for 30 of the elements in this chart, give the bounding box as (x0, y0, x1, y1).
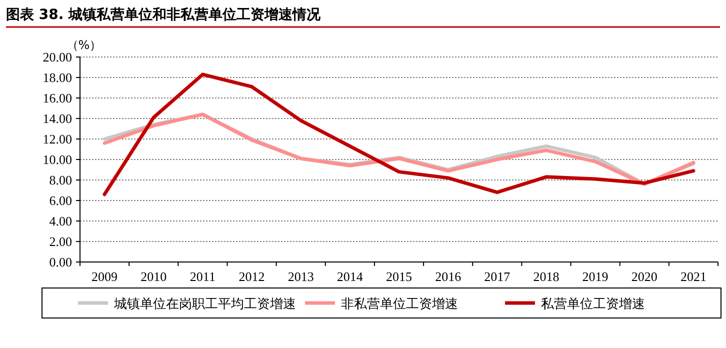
y-tick-label: 10.00 (42, 152, 72, 167)
x-tick-label: 2018 (533, 269, 560, 284)
x-tick-label: 2012 (238, 269, 265, 284)
y-tick-label: 0.00 (49, 254, 72, 270)
legend-label: 非私营单位工资增速 (341, 297, 458, 312)
chart-title: 图表 38. 城镇私营单位和非私营单位工资增速情况 (6, 7, 322, 23)
line-series (102, 72, 696, 196)
y-tick-label: 20.00 (42, 50, 72, 64)
y-tick-label: 2.00 (49, 234, 72, 249)
x-tick-label: 2016 (435, 269, 462, 284)
y-axis-title: （%） (66, 38, 102, 52)
y-tick-label: 12.00 (42, 132, 72, 146)
x-tick-label: 2013 (288, 269, 314, 284)
x-tick-label: 2015 (386, 269, 412, 284)
y-tick-label: 18.00 (42, 70, 72, 85)
y-tick-label: 14.00 (42, 111, 72, 126)
legend-label: 城镇单位在岗职工平均工资增速 (113, 297, 296, 312)
y-tick-label: 6.00 (49, 193, 72, 208)
y-tick-label: 4.00 (49, 214, 72, 228)
y-tick-label: 8.00 (49, 172, 72, 188)
x-tick-label: 2017 (484, 269, 511, 284)
x-tick-label: 2020 (631, 269, 658, 284)
x-tick-label: 2019 (582, 269, 608, 284)
x-tick-label: 2011 (190, 269, 216, 284)
legend-label: 私营单位工资增速 (541, 297, 645, 312)
x-tick-label: 2010 (140, 269, 167, 284)
y-tick-label: 16.00 (42, 90, 72, 106)
x-tick-label: 2014 (336, 269, 364, 284)
x-tick-label: 2009 (92, 269, 118, 284)
x-tick-label: 2021 (680, 269, 706, 284)
